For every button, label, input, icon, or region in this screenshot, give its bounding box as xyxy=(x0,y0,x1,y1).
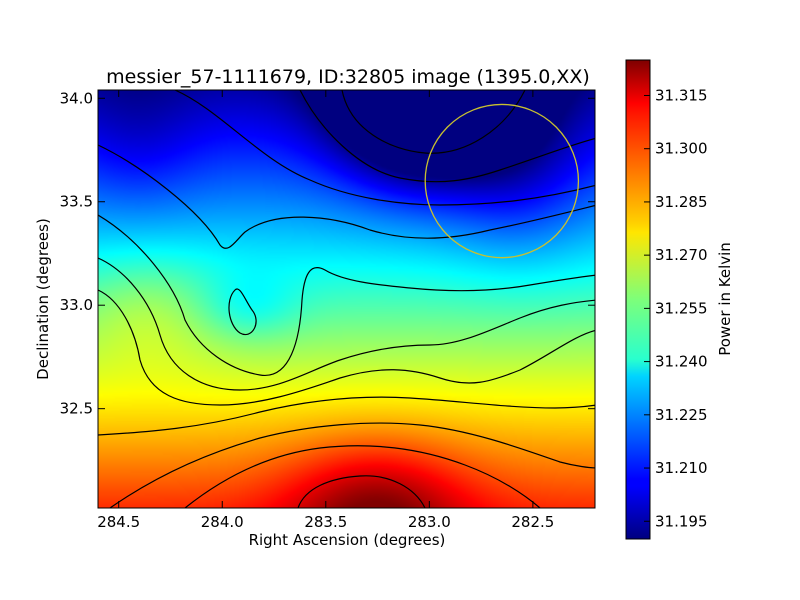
contour-line xyxy=(341,90,526,154)
y-axis: 32.5 33.0 33.5 34.0 xyxy=(60,89,595,418)
plot-frame xyxy=(97,89,596,509)
x-tick-label: 284.5 xyxy=(97,513,140,531)
contour-lines xyxy=(98,90,595,508)
contour-line xyxy=(299,90,595,183)
contour-line xyxy=(98,396,595,436)
x-tick-label: 283.5 xyxy=(304,513,347,531)
colorbar-tick-label: 31.300 xyxy=(655,140,708,158)
colorbar-tick-label: 31.210 xyxy=(655,459,708,477)
heatmap-image xyxy=(98,90,595,508)
contour-line xyxy=(98,257,595,391)
x-axis: 284.5 284.0 283.5 283.0 282.5 xyxy=(97,90,554,531)
colorbar-axis: 31.195 31.210 31.225 31.240 31.255 31.270 31.2… xyxy=(644,86,708,530)
colorbar-tick-label: 31.315 xyxy=(655,86,708,104)
colorbar-tick-label: 31.270 xyxy=(655,246,708,264)
x-axis-label: Right Ascension (degrees) xyxy=(249,531,446,549)
contour-line xyxy=(228,288,257,336)
contour-line xyxy=(174,90,595,206)
beam-circle xyxy=(424,103,580,259)
contour-line xyxy=(184,445,541,508)
y-axis-label: Declination (degrees) xyxy=(34,218,52,380)
contour-line xyxy=(297,475,426,508)
y-tick-label: 33.0 xyxy=(60,296,93,314)
y-tick-label: 34.0 xyxy=(60,89,93,107)
x-tick-label: 282.5 xyxy=(511,513,554,531)
colorbar-tick-label: 31.195 xyxy=(655,512,708,530)
contour-line xyxy=(109,422,595,508)
contour-line xyxy=(98,289,595,406)
x-tick-label: 284.0 xyxy=(201,513,244,531)
chart-title: messier_57-1111679, ID:32805 image (1395… xyxy=(106,66,590,88)
colorbar xyxy=(625,59,651,540)
colorbar-tick-label: 31.255 xyxy=(655,299,708,317)
colorbar-tick-label: 31.285 xyxy=(655,193,708,211)
colorbar-tick-label: 31.240 xyxy=(655,353,708,371)
contour-line xyxy=(98,214,595,376)
contour-line xyxy=(98,144,595,249)
y-tick-label: 32.5 xyxy=(60,400,93,418)
y-tick-label: 33.5 xyxy=(60,193,93,211)
colorbar-tick-label: 31.225 xyxy=(655,406,708,424)
x-tick-label: 283.0 xyxy=(408,513,451,531)
colorbar-label: Power in Kelvin xyxy=(716,242,734,356)
